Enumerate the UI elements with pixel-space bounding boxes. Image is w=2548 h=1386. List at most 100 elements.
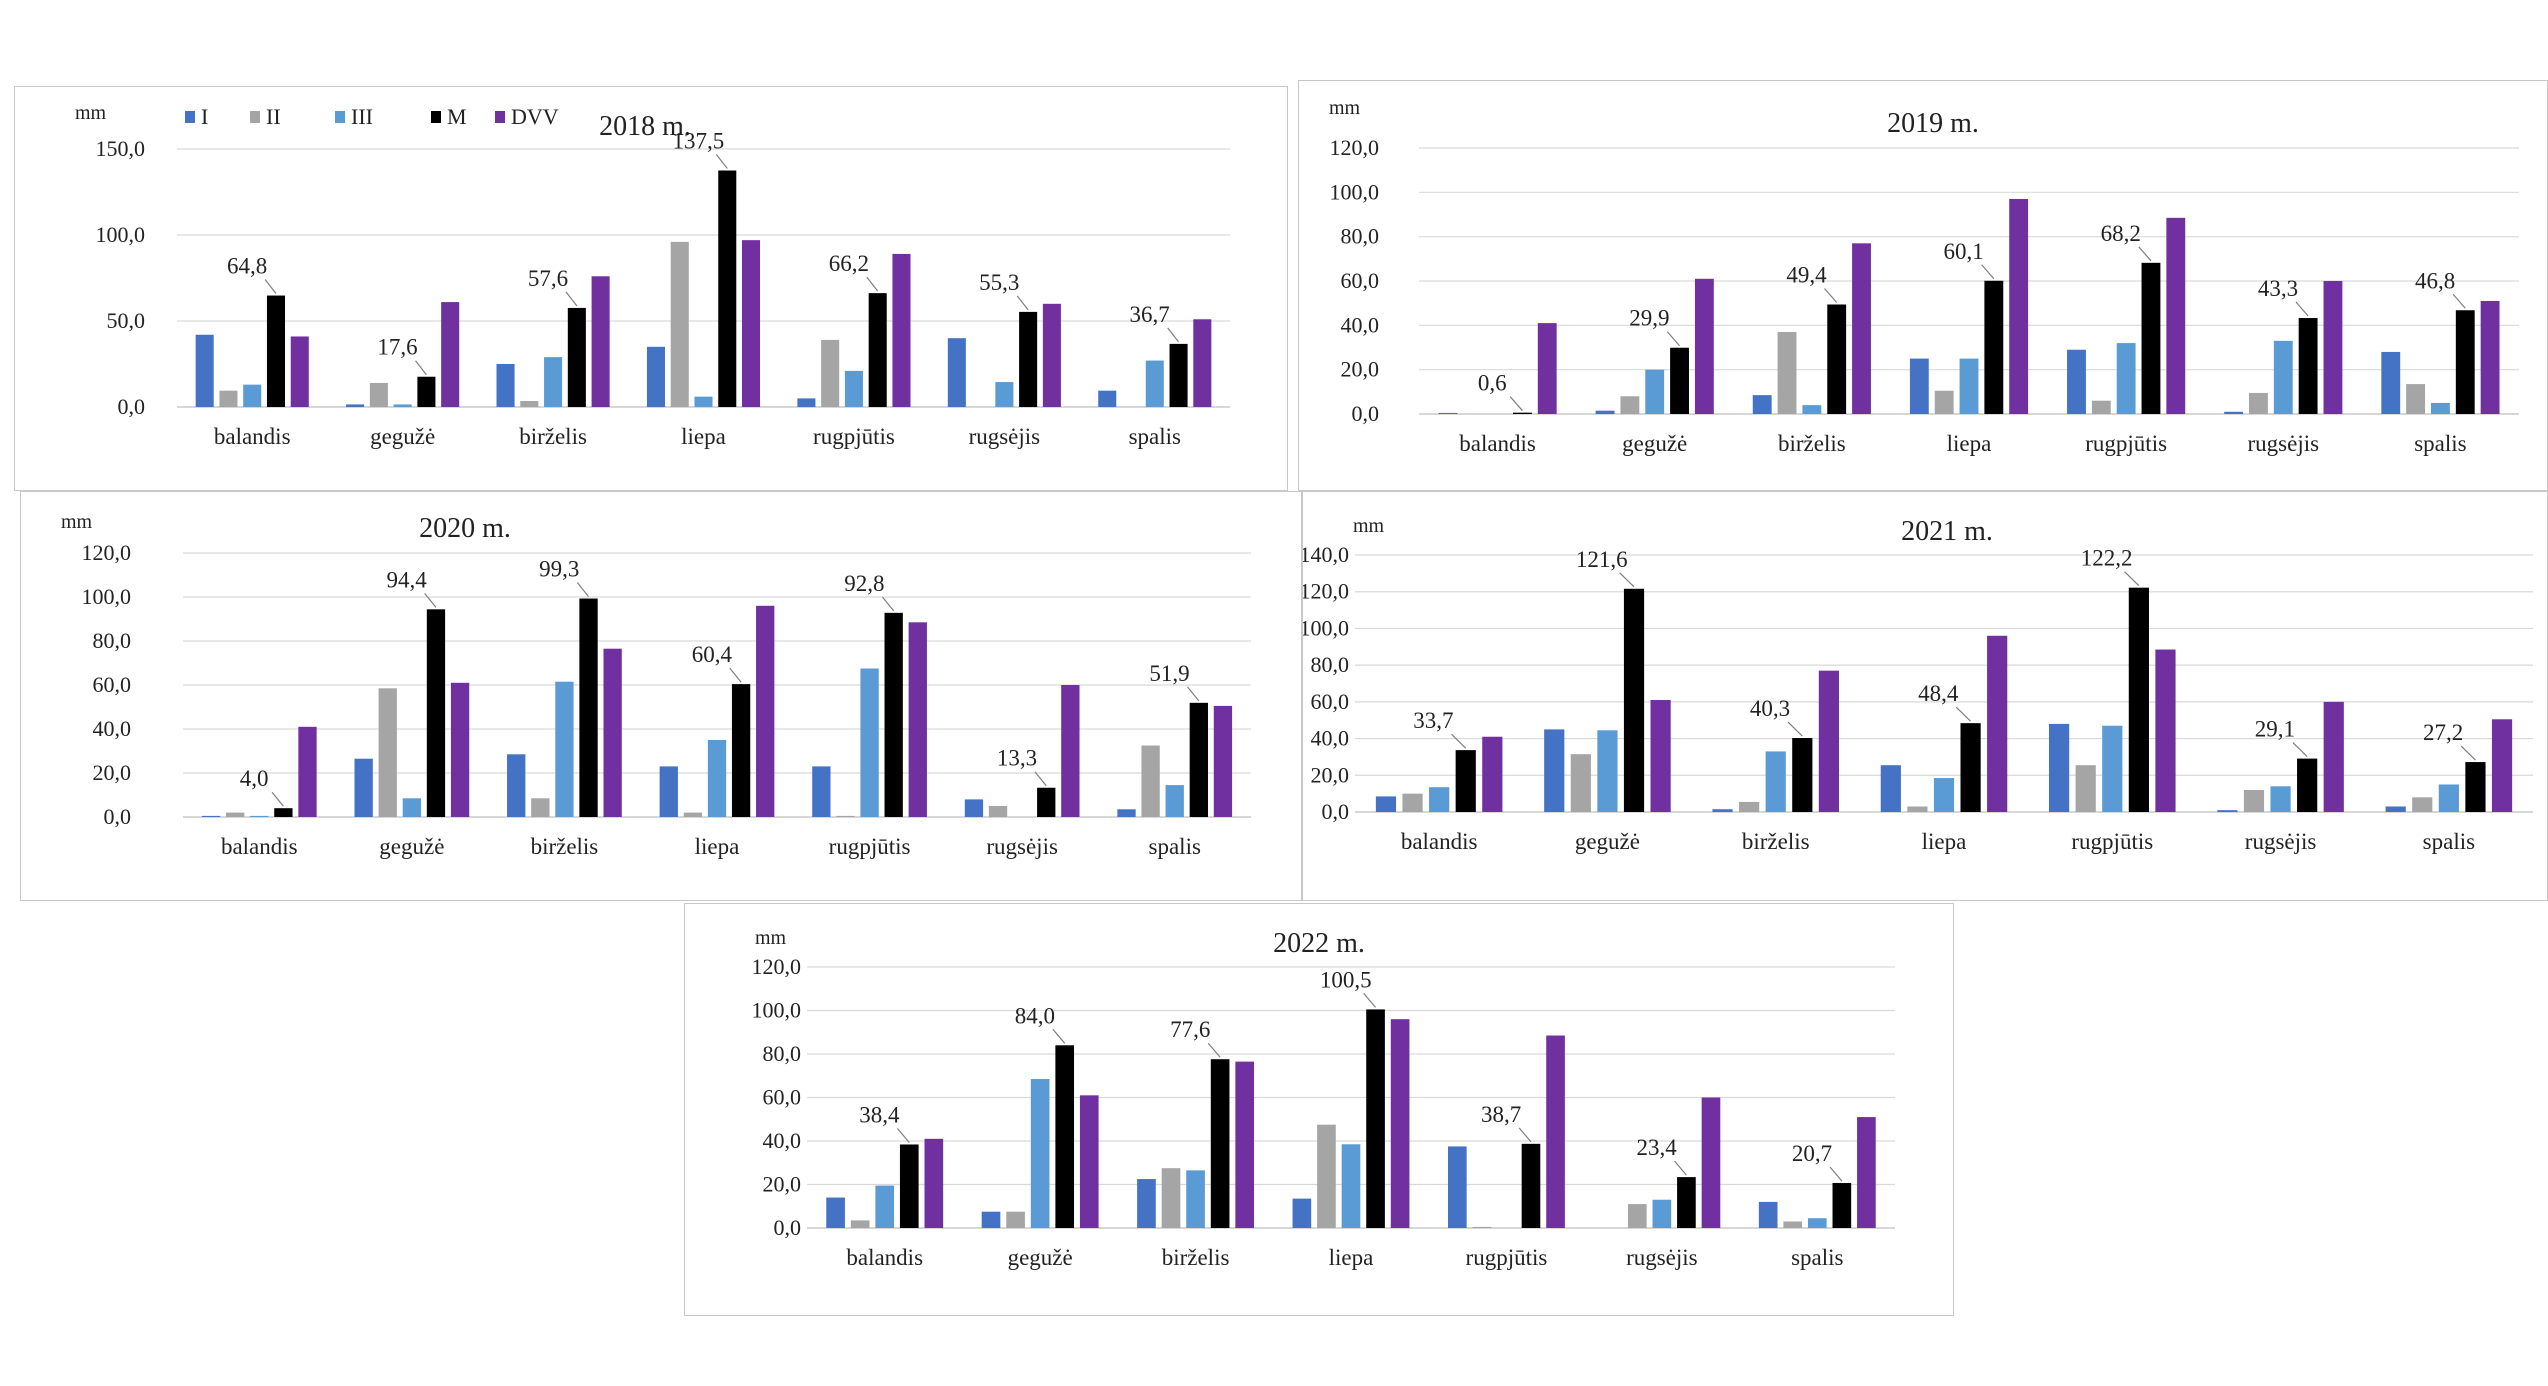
bar-ii-rugpjūtis [1472,1226,1492,1228]
bar-m-spalis [1169,343,1188,407]
y-tick-label: 150,0 [96,136,146,161]
y-tick-label: 60,0 [1311,689,1350,714]
data-label-leader [1981,264,1995,280]
data-label-leader [2124,571,2140,587]
data-label-leader [1666,331,1680,347]
y-tick-label: 20,0 [1311,762,1350,787]
x-tick-label: liepa [681,424,726,449]
chart-panel-2021: 0,0 20,0 40,0 60,0 80,0 100,0 120,0 140,0 mm 2021… [1302,491,2548,901]
bar-dvv-balandis [1482,736,1503,812]
data-label-leader [1787,721,1803,737]
bar-i-gegužė [981,1211,1001,1228]
bar-dvv-spalis [1213,705,1233,817]
bar-i-spalis [1758,1201,1778,1228]
data-label-leader [1016,295,1029,311]
bar-dvv-birželis [1852,243,1871,414]
bar-dvv-spalis [1193,319,1212,407]
data-label-m: 33,7 [1413,708,1453,733]
chart-title: 2019 m. [1887,108,1979,139]
bar-iii-balandis [250,815,269,817]
bar-iii-liepa [707,740,727,817]
bar-m-gegužė [1623,588,1645,812]
data-label-m: 121,6 [1576,547,1628,572]
y-tick-label: 40,0 [93,716,132,741]
bar-m-liepa [718,170,737,407]
y-tick-label: 60,0 [763,1085,802,1110]
bar-dvv-balandis [298,726,317,817]
bar-i-gegužė [1544,729,1565,812]
bar-m-spalis [2465,762,2486,812]
bar-i-spalis [1117,809,1136,817]
x-tick-label: birželis [1162,1245,1230,1270]
bar-dvv-gegužė [441,302,460,407]
data-label-m: 43,3 [2258,276,2298,301]
data-label-leader [565,291,578,307]
data-label-m: 4,0 [240,766,269,791]
legend-label-dvv: DVV [511,104,559,129]
bar-m-liepa [731,684,751,817]
y-tick-label: 20,0 [763,1172,802,1197]
x-tick-label: birželis [519,424,587,449]
bar-m-liepa [1984,280,2004,414]
bar-i-birželis [1752,395,1772,414]
y-axis-unit: mm [1329,97,1361,119]
bar-iii-birželis [1765,751,1786,812]
bar-i-rugpjūtis [797,398,816,407]
y-tick-label: 0,0 [1322,799,1350,824]
bar-ii-birželis [1739,801,1760,812]
y-tick-label: 100,0 [1303,615,1349,640]
bar-iii-rugsėjis [2270,786,2291,812]
bar-m-rugpjūtis [868,293,887,407]
bar-i-spalis [1098,390,1117,407]
bar-i-birželis [507,754,526,817]
y-tick-label: 100,0 [96,222,146,247]
bar-m-spalis [1189,702,1208,817]
chart-panel-2018: 0,0 50,0 100,0 150,0 mm 2018 m. balandis 64,8 ge… [14,86,1288,491]
y-tick-label: 40,0 [763,1128,802,1153]
bar-ii-rugsėjis [2243,789,2265,812]
bar-i-birželis [1712,809,1733,812]
bar-dvv-liepa [756,605,775,817]
data-label-m: 48,4 [1918,681,1959,706]
data-label-leader [415,360,427,376]
bar-ii-liepa [1907,806,1928,812]
bar-dvv-gegužė [1079,1095,1099,1228]
legend-label-iii: III [351,104,373,129]
bar-m-rugsėjis [2298,318,2318,414]
bar-m-balandis [1512,412,1532,414]
x-tick-label: balandis [1401,829,1478,854]
bar-dvv-rugpjūtis [908,622,927,817]
data-label-m: 29,9 [1629,306,1669,331]
chart-2021: 0,0 20,0 40,0 60,0 80,0 100,0 120,0 140,0mm 2021… [1303,515,2533,854]
bar-iii-spalis [2438,784,2459,812]
data-label-m: 100,5 [1320,967,1372,992]
bar-i-gegužė [354,758,373,817]
x-tick-label: gegužė [370,424,435,449]
bar-iii-liepa [1933,778,1955,812]
data-label-m: 36,7 [1130,302,1170,327]
bar-ii-birželis [520,400,539,407]
bar-i-gegužė [1595,410,1615,414]
x-tick-label: rugpjūtis [2085,431,2167,456]
data-label-leader [729,667,742,683]
bar-dvv-rugpjūtis [892,253,911,407]
x-tick-label: rugpjūtis [829,834,911,859]
bar-i-balandis [1438,412,1458,414]
bar-i-rugsėjis [947,338,966,407]
data-label-m: 84,0 [1015,1003,1055,1028]
y-tick-label: 20,0 [1341,357,1380,382]
chart-2019: 0,0 20,0 40,0 60,0 80,0 100,0 120,0 mm 2019 m. ba… [1329,97,2519,456]
bar-ii-liepa [670,241,689,407]
bar-dvv-rugsėjis [1061,685,1080,817]
y-tick-label: 120,0 [1330,135,1380,160]
data-label-m: 51,9 [1149,661,1189,686]
data-label-m: 49,4 [1786,262,1827,287]
data-label-m: 23,4 [1636,1135,1677,1160]
data-label-leader [2452,293,2466,309]
bar-dvv-balandis [1537,323,1557,414]
bar-dvv-gegužė [1650,700,1671,812]
x-tick-label: rugsėjis [2245,829,2317,854]
bar-iii-balandis [243,384,262,407]
x-tick-label: gegužė [379,834,444,859]
bar-ii-gegužė [1620,396,1640,414]
